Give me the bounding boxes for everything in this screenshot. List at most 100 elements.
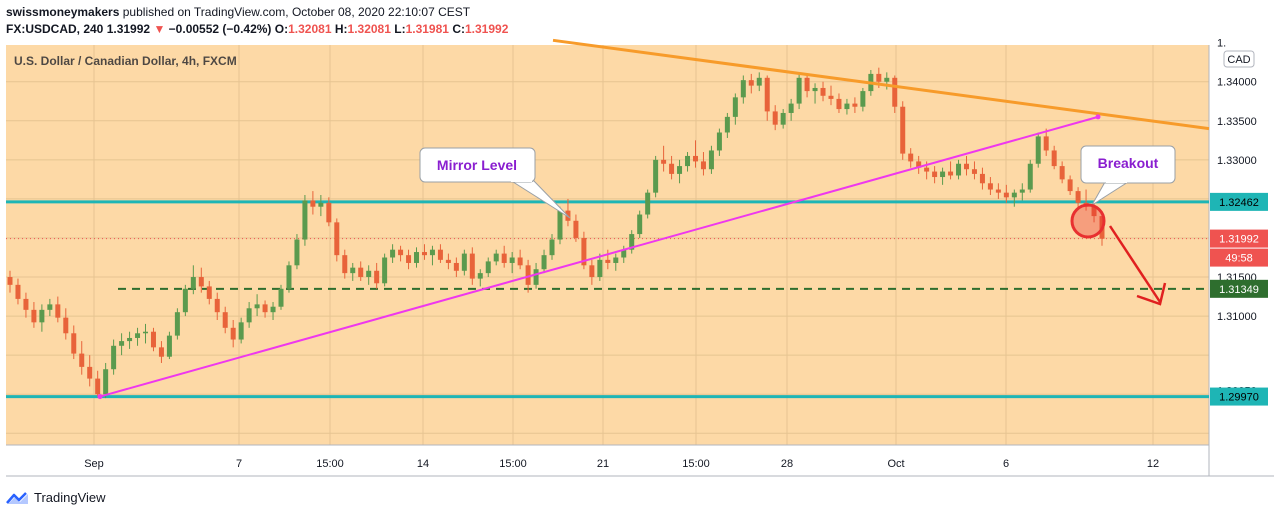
candle-body — [1035, 136, 1041, 164]
time-tick-label: 15:00 — [682, 458, 710, 470]
candle-body — [533, 269, 539, 285]
candle-body — [1019, 189, 1025, 193]
candle-body — [158, 347, 164, 357]
candle-body — [119, 341, 125, 346]
candle-body — [414, 252, 420, 263]
candle-body — [437, 249, 443, 260]
candle-body — [302, 200, 308, 240]
candle-body — [1091, 206, 1097, 217]
candle-body — [541, 255, 547, 270]
candle-body — [995, 189, 1001, 193]
candle-body — [358, 267, 364, 278]
mirror-level-callout[interactable]: Mirror Level — [419, 147, 571, 219]
candle-body — [788, 103, 794, 113]
support-price-tag-bg — [1210, 387, 1268, 406]
candle-body — [1003, 192, 1009, 198]
candle-body — [892, 77, 898, 107]
candle-body — [716, 132, 722, 151]
candle-body — [63, 317, 69, 334]
down-arrow-icon: ▼ — [153, 22, 166, 36]
candle-body — [166, 335, 172, 357]
time-tick-label: 12 — [1147, 458, 1159, 470]
candle-body — [932, 171, 938, 178]
candle-body — [294, 239, 300, 266]
candle-body — [198, 277, 204, 287]
support-price-tag: 1.29970 — [1219, 392, 1259, 404]
candle-body — [286, 265, 292, 289]
candle-body — [270, 306, 276, 313]
candle-body — [214, 298, 220, 313]
mirror-level-box — [419, 147, 536, 183]
trendline-anchor — [1095, 114, 1101, 120]
candle-body — [453, 262, 459, 271]
candle-body — [573, 220, 579, 238]
price-axis[interactable]: 1.300501.310001.315001.330001.335001.340… — [1217, 38, 1257, 398]
candle-body — [1051, 150, 1057, 167]
candle-body — [429, 249, 435, 256]
candle-body — [549, 239, 555, 256]
candle-body — [1075, 191, 1081, 203]
candle-body — [613, 257, 619, 263]
breakout-box — [1080, 145, 1176, 184]
breakout-callout[interactable]: Breakout — [1080, 145, 1176, 206]
candle-body — [732, 97, 738, 117]
candle-body — [621, 249, 627, 258]
candle-body — [485, 261, 491, 274]
breakout-circle[interactable] — [1070, 203, 1106, 239]
candle-body — [1027, 163, 1033, 190]
currency-badge[interactable]: CAD — [1223, 50, 1255, 68]
candle-body — [326, 202, 332, 223]
candle-body — [111, 345, 117, 370]
candle-body — [924, 167, 930, 172]
projection-arrow[interactable] — [1108, 225, 1167, 306]
candle-body — [677, 166, 683, 174]
candle-body — [756, 77, 762, 86]
last-price-tag-bg — [1210, 229, 1268, 248]
time-tick-label: 6 — [1003, 458, 1009, 470]
time-tick-label: 28 — [781, 458, 793, 470]
candle-body — [150, 331, 156, 348]
countdown-tag-bg — [1210, 248, 1268, 267]
candle-body — [748, 80, 754, 86]
candle-body — [836, 98, 842, 110]
candle-body — [143, 331, 149, 334]
publisher-name[interactable]: swissmoneymakers — [6, 5, 120, 19]
tradingview-brand[interactable]: TradingView — [34, 490, 106, 505]
candle-body — [47, 304, 53, 310]
candle-body — [477, 273, 483, 279]
open-value: 1.32081 — [288, 22, 332, 36]
candle-body — [597, 259, 603, 278]
candle-body — [278, 288, 284, 307]
candle-body — [127, 337, 133, 342]
time-tick-label: Oct — [887, 458, 904, 470]
candle-body — [987, 183, 993, 190]
candle-body — [517, 257, 523, 266]
publish-line: swissmoneymakers published on TradingVie… — [6, 4, 508, 21]
candle-body — [230, 327, 236, 340]
candle-body — [900, 106, 906, 154]
candle-body — [724, 116, 730, 133]
candle-body — [740, 80, 746, 98]
candle-body — [71, 333, 77, 354]
resistance-price-tag: 1.32462 — [1219, 197, 1259, 209]
candle-body — [7, 277, 13, 285]
trendlines[interactable] — [97, 38, 1210, 400]
candle-body — [525, 265, 531, 285]
level-lines — [6, 200, 1209, 399]
candle-body — [979, 173, 985, 184]
candle-body — [39, 309, 45, 323]
last-price-tag: 1.31992 — [1219, 234, 1259, 246]
time-tick-label: 15:00 — [316, 458, 344, 470]
candle-body — [55, 304, 61, 318]
publish-info: published on TradingView.com, October 08… — [122, 5, 471, 19]
candle-body — [501, 253, 507, 263]
candle-body — [1059, 166, 1065, 180]
candle-body — [310, 200, 316, 207]
candle-body — [421, 252, 427, 256]
high-label: H: — [334, 22, 348, 36]
candle-body — [382, 257, 388, 284]
candle-body — [884, 77, 890, 82]
time-axis[interactable]: Sep 7 15:00 14 15:00 21 15:00 28 Oct 6 12 — [84, 458, 1159, 470]
candle-body — [23, 298, 29, 310]
